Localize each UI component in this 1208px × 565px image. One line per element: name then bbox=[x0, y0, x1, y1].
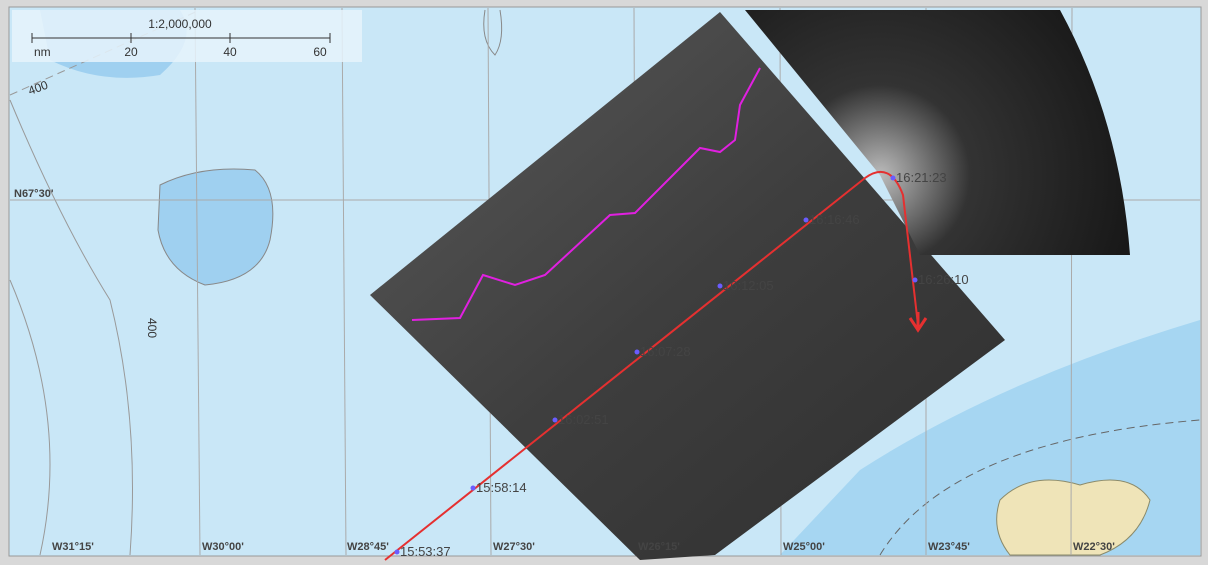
track-time: 15:53:37 bbox=[400, 544, 451, 559]
track-point bbox=[470, 485, 476, 491]
depth-label: 400 bbox=[145, 318, 159, 338]
track-point bbox=[552, 417, 558, 423]
longitude-label: W28°45' bbox=[347, 541, 389, 553]
track-line bbox=[384, 170, 919, 561]
track-time: 16:07:28 bbox=[640, 344, 691, 359]
scale-label: 40 bbox=[223, 45, 237, 59]
track-time: 16:21:23 bbox=[896, 170, 947, 185]
track-point bbox=[912, 277, 918, 283]
track-point bbox=[803, 217, 809, 223]
island bbox=[996, 479, 1151, 556]
track-time: 16:12:05 bbox=[723, 278, 774, 293]
depth-label: 400 bbox=[26, 78, 50, 98]
track-point bbox=[717, 283, 723, 289]
longitude-label: W23°45' bbox=[928, 541, 970, 553]
sonar-swath bbox=[370, 12, 1005, 560]
track-time: 16:02:51 bbox=[558, 412, 609, 427]
latitude-label: N67°30' bbox=[14, 188, 54, 200]
scale-ticks bbox=[31, 33, 331, 43]
track-point bbox=[394, 549, 400, 555]
scale-ratio: 1:2,000,000 bbox=[148, 17, 212, 31]
sonar-fan bbox=[745, 10, 1130, 255]
track-time: 15:58:14 bbox=[476, 480, 527, 495]
depth-contour bbox=[9, 99, 133, 556]
scale-box bbox=[12, 10, 362, 62]
longitude-label: W27°30' bbox=[493, 541, 535, 553]
longitude-label: W22°30' bbox=[1073, 541, 1115, 553]
track-time: 16:16:46 bbox=[809, 212, 860, 227]
boundary bbox=[879, 419, 1201, 556]
track-point bbox=[890, 175, 896, 181]
scale-unit: nm bbox=[34, 45, 51, 59]
track-time: 16:26:10 bbox=[918, 272, 969, 287]
coast bbox=[483, 9, 503, 56]
track-point bbox=[634, 349, 640, 355]
longitude-label: W31°15' bbox=[52, 541, 94, 553]
longitude-label: W26°15' bbox=[638, 541, 680, 553]
depth-contour bbox=[9, 279, 51, 556]
heading-arrow bbox=[908, 312, 928, 333]
contour-line bbox=[411, 67, 761, 321]
lake bbox=[157, 168, 274, 286]
scale-label: 20 bbox=[124, 45, 138, 59]
scale-label: 60 bbox=[313, 45, 327, 59]
longitude-label: W30°00' bbox=[202, 541, 244, 553]
longitude-label: W25°00' bbox=[783, 541, 825, 553]
